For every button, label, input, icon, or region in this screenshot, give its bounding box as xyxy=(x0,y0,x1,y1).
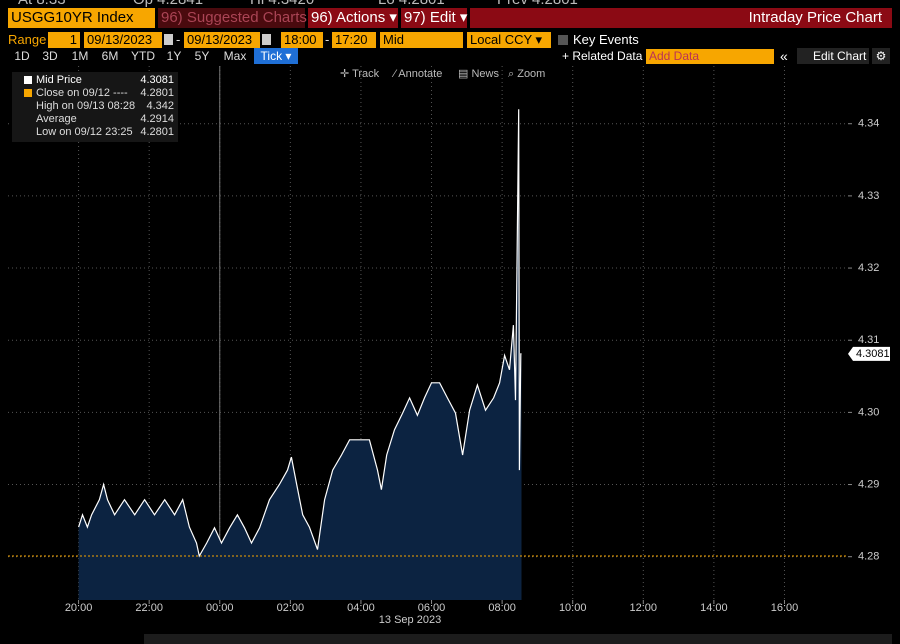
chart-tool[interactable]: ▤ News xyxy=(458,68,499,80)
y-tick-label: 4.31 xyxy=(858,334,879,346)
x-tick-label: 20:00 xyxy=(65,602,93,614)
status-item: Op 4.2841 xyxy=(133,0,203,8)
x-tick-label: 22:00 xyxy=(135,602,163,614)
period-button[interactable]: 6M xyxy=(101,49,119,63)
calendar-icon[interactable] xyxy=(262,34,271,45)
legend-swatch xyxy=(24,76,32,84)
legend-label: Close on 09/12 ---- xyxy=(36,87,128,99)
chart-tool-label[interactable]: Annotate xyxy=(398,68,443,80)
price-type[interactable]: Mid xyxy=(380,32,463,48)
period-button[interactable]: 1D xyxy=(14,49,30,63)
legend-label: Average xyxy=(36,113,77,125)
range-period[interactable]: 1 xyxy=(48,32,80,48)
status-item: Hi 4.3420 xyxy=(250,0,314,8)
chart-tool[interactable]: ⁄ Annotate xyxy=(394,68,443,80)
legend-label: Low on 09/12 23:25 xyxy=(36,126,133,138)
y-tick-label: 4.32 xyxy=(858,262,879,274)
x-tick-label: 10:00 xyxy=(559,602,587,614)
period-button[interactable]: 1Y xyxy=(166,49,182,63)
chart-tool-label[interactable]: News xyxy=(471,68,499,80)
x-tick-label: 12:00 xyxy=(630,602,658,614)
start-date[interactable]: 09/13/2023 xyxy=(84,32,162,48)
x-tick-label: 14:00 xyxy=(700,602,728,614)
chart-tool[interactable]: ⌕ Zoom xyxy=(508,68,546,80)
x-tick-label: 02:00 xyxy=(277,602,305,614)
ticker[interactable]: USGG10YR Index xyxy=(8,8,155,28)
status-item: At 8:33 xyxy=(18,0,66,8)
screen-title: Intraday Price Chart xyxy=(470,8,892,28)
legend-value: 4.342 xyxy=(146,100,174,112)
period-button[interactable]: Max xyxy=(223,49,247,63)
legend-value: 4.3081 xyxy=(140,74,174,86)
x-tick-label: 00:00 xyxy=(206,602,234,614)
price-line xyxy=(78,109,522,558)
last-price-label: 4.3081 xyxy=(856,348,890,360)
x-tick-label: 04:00 xyxy=(347,602,375,614)
end-date[interactable]: 09/13/2023 xyxy=(184,32,260,48)
y-tick-label: 4.30 xyxy=(858,406,879,418)
separator: - xyxy=(176,32,181,47)
chart-tool-label[interactable]: Zoom xyxy=(517,68,546,80)
add-data-input[interactable]: Add Data xyxy=(646,49,774,64)
chart-tool[interactable]: ✛ Track xyxy=(340,68,380,80)
legend-box xyxy=(12,72,178,142)
calendar-icon[interactable] xyxy=(164,34,173,45)
range-label: Range xyxy=(8,32,47,47)
status-item: Prev 4.2801 xyxy=(497,0,578,8)
bottom-bar xyxy=(144,634,892,644)
back-button[interactable]: « xyxy=(780,48,788,64)
settings-button[interactable]: ⚙ xyxy=(872,48,890,64)
area-fill xyxy=(78,109,522,601)
legend-label: High on 09/13 08:28 xyxy=(36,100,135,112)
status-item: Lo 4.2801 xyxy=(378,0,445,8)
period-button[interactable]: 3D xyxy=(42,49,58,63)
key-events[interactable]: Key Events xyxy=(573,32,639,47)
y-tick-label: 4.33 xyxy=(858,190,879,202)
x-axis-label: 13 Sep 2023 xyxy=(379,614,441,626)
edit-chart[interactable]: Edit Chart xyxy=(797,48,869,64)
period-button[interactable]: 1M xyxy=(71,49,89,63)
end-time[interactable]: 17:20 xyxy=(332,32,376,48)
legend-value: 4.2801 xyxy=(140,87,174,99)
edit-menu[interactable]: 97) Edit ▾ xyxy=(401,8,467,28)
y-tick-label: 4.34 xyxy=(858,118,879,130)
period-button[interactable]: 5Y xyxy=(194,49,210,63)
legend-swatch xyxy=(24,89,32,97)
legend-label: Mid Price xyxy=(36,74,82,86)
suggested-charts[interactable]: 96) Suggested Charts xyxy=(158,8,307,28)
chart-tool-label[interactable]: Track xyxy=(352,68,380,80)
period-button[interactable]: YTD xyxy=(131,49,155,63)
last-price-tag xyxy=(848,346,890,361)
period-button-active[interactable]: Tick ▾ xyxy=(254,48,298,64)
checkbox[interactable] xyxy=(558,35,568,45)
legend-value: 4.2801 xyxy=(140,126,174,138)
y-tick-label: 4.29 xyxy=(858,478,879,490)
currency[interactable]: Local CCY ▾ xyxy=(467,32,551,48)
actions-menu[interactable]: 96) Actions ▾ xyxy=(308,8,398,28)
x-tick-label: 16:00 xyxy=(771,602,799,614)
start-time[interactable]: 18:00 xyxy=(281,32,323,48)
related-data[interactable]: + Related Data xyxy=(562,49,643,63)
x-tick-label: 08:00 xyxy=(488,602,516,614)
y-tick-label: 4.28 xyxy=(858,551,879,563)
separator: - xyxy=(325,32,330,47)
legend-value: 4.2914 xyxy=(140,113,174,125)
x-tick-label: 06:00 xyxy=(418,602,446,614)
